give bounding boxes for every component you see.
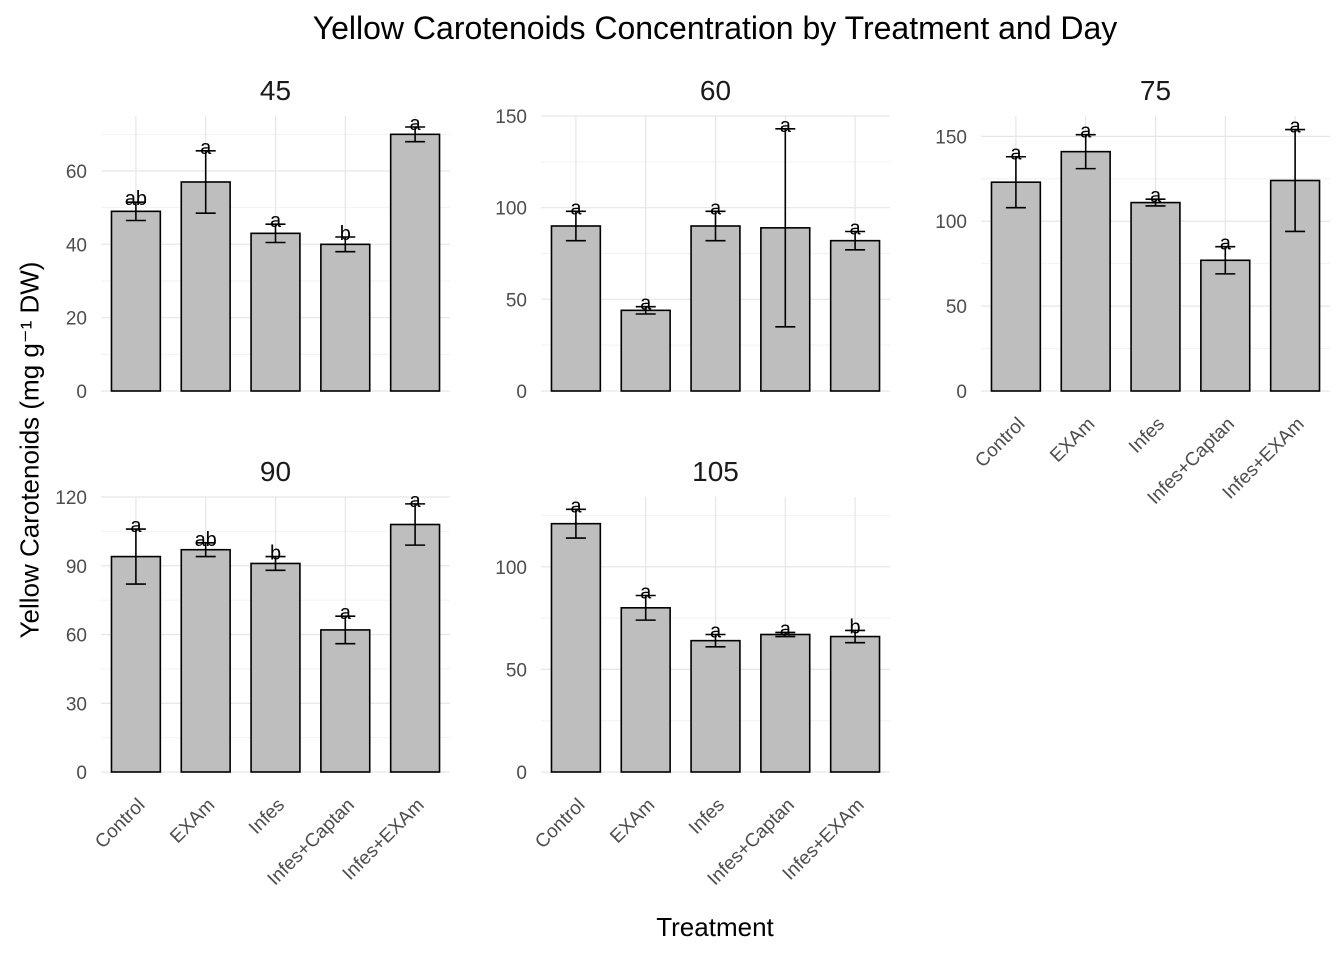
- significance-letter: a: [640, 582, 652, 604]
- bar: [829, 635, 881, 773]
- bar: [620, 607, 671, 773]
- significance-letter: a: [780, 618, 792, 640]
- significance-letter: a: [570, 495, 582, 517]
- bar: [829, 239, 881, 392]
- bar: [110, 210, 162, 392]
- significance-letter: a: [130, 515, 142, 537]
- significance-letter: a: [410, 490, 422, 512]
- bar: [760, 633, 811, 773]
- bar: [180, 548, 231, 773]
- chart-title: Yellow Carotenoids Concentration by Trea…: [312, 10, 1118, 46]
- bar: [389, 133, 441, 392]
- x-tick-label: Infes: [245, 795, 289, 839]
- significance-letter: a: [710, 197, 722, 219]
- significance-letter: a: [1080, 121, 1092, 143]
- facet-title: 75: [1140, 75, 1171, 106]
- significance-letter: ab: [125, 188, 147, 210]
- y-tick-label: 50: [506, 660, 527, 681]
- x-tick-label: Control: [91, 795, 149, 853]
- significance-letter: a: [1220, 233, 1232, 255]
- y-tick-label: 50: [506, 290, 527, 311]
- significance-letter: a: [1150, 185, 1162, 207]
- bar: [250, 232, 301, 392]
- bar: [990, 181, 1042, 392]
- bar: [180, 181, 231, 392]
- x-tick-label: Control: [531, 795, 589, 853]
- x-axis-label: Treatment: [656, 912, 774, 942]
- significance-letter: a: [270, 210, 282, 232]
- y-tick-label: 0: [516, 382, 527, 403]
- y-tick-label: 100: [935, 212, 967, 233]
- bar: [690, 639, 741, 773]
- x-tick-label: EXAm: [166, 795, 219, 848]
- y-tick-label: 0: [76, 763, 87, 784]
- bar: [550, 522, 602, 773]
- significance-letter: a: [340, 602, 352, 624]
- bar: [110, 555, 162, 773]
- bar: [620, 309, 671, 392]
- bar: [389, 523, 441, 773]
- y-tick-label: 0: [76, 382, 87, 403]
- significance-letter: ab: [195, 529, 217, 551]
- y-tick-label: 30: [66, 694, 87, 715]
- y-tick-label: 90: [66, 557, 87, 578]
- y-tick-label: 120: [55, 488, 87, 509]
- significance-letter: a: [1010, 143, 1022, 165]
- significance-letter: b: [340, 223, 351, 245]
- bar: [1130, 201, 1181, 392]
- bar: [320, 243, 371, 392]
- facet-title: 45: [260, 75, 291, 106]
- bar: [690, 225, 741, 392]
- significance-letter: a: [780, 115, 792, 137]
- significance-letter: b: [850, 616, 861, 638]
- y-tick-label: 0: [956, 382, 967, 403]
- x-tick-label: EXAm: [1046, 414, 1099, 467]
- bar: [250, 562, 301, 773]
- y-tick-label: 40: [66, 235, 87, 256]
- bar: [1060, 150, 1111, 392]
- y-tick-label: 60: [66, 162, 87, 183]
- significance-letter: a: [1290, 116, 1302, 138]
- y-tick-label: 100: [495, 199, 527, 220]
- facet-title: 105: [692, 456, 739, 487]
- y-tick-label: 60: [66, 626, 87, 647]
- x-tick-label: EXAm: [606, 795, 659, 848]
- y-tick-label: 20: [66, 309, 87, 330]
- significance-letter: b: [270, 543, 281, 565]
- y-tick-label: 100: [495, 558, 527, 579]
- x-tick-label: Infes: [685, 795, 729, 839]
- facet-title: 60: [700, 75, 731, 106]
- bar: [550, 225, 602, 392]
- significance-letter: a: [850, 218, 862, 240]
- y-tick-label: 150: [495, 107, 527, 128]
- bar: [1200, 259, 1251, 392]
- facet-title: 90: [260, 456, 291, 487]
- significance-letter: a: [710, 621, 722, 643]
- x-tick-label: Control: [971, 414, 1029, 472]
- significance-letter: a: [640, 293, 652, 315]
- x-tick-label: Infes: [1125, 414, 1169, 458]
- y-tick-label: 0: [516, 763, 527, 784]
- significance-letter: a: [410, 113, 422, 135]
- significance-letter: a: [570, 197, 582, 219]
- bar: [320, 629, 371, 773]
- y-tick-label: 50: [946, 297, 967, 318]
- y-tick-label: 150: [935, 127, 967, 148]
- significance-letter: a: [200, 137, 212, 159]
